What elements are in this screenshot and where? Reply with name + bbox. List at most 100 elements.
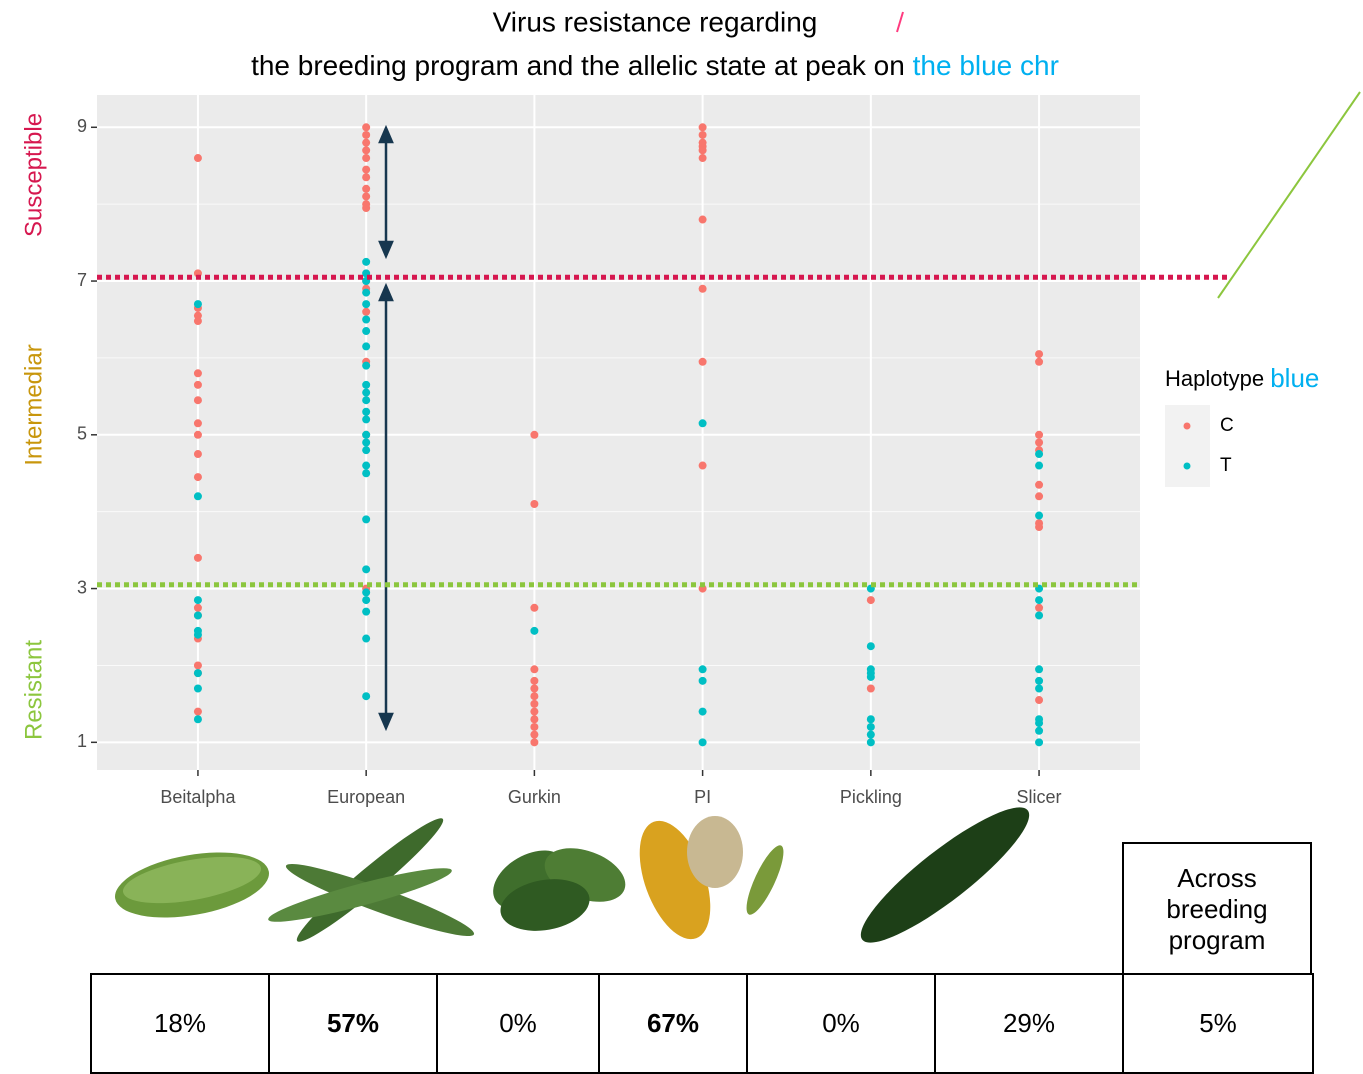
point bbox=[530, 499, 539, 508]
point bbox=[1035, 523, 1044, 532]
legend-key bbox=[1183, 462, 1191, 470]
panel bbox=[97, 95, 1140, 770]
point bbox=[193, 317, 202, 326]
point bbox=[193, 684, 202, 693]
point bbox=[530, 730, 539, 739]
point bbox=[698, 123, 707, 132]
point bbox=[193, 396, 202, 405]
y-zone-label: Resistant bbox=[20, 640, 47, 740]
point bbox=[698, 665, 707, 674]
point bbox=[1035, 676, 1044, 685]
x-tick-label: Pickling bbox=[840, 787, 902, 807]
point bbox=[1035, 430, 1044, 439]
y-tick-label: 7 bbox=[77, 270, 87, 290]
point bbox=[362, 415, 371, 424]
point bbox=[698, 419, 707, 428]
point bbox=[1035, 511, 1044, 520]
point bbox=[362, 138, 371, 147]
legend-title-text: Haplotype bbox=[1165, 366, 1264, 391]
point bbox=[362, 257, 371, 266]
cucumber-image bbox=[268, 868, 452, 922]
point bbox=[362, 146, 371, 155]
point bbox=[362, 380, 371, 389]
cucumber-image bbox=[500, 879, 590, 931]
y-tick-label: 9 bbox=[77, 116, 87, 136]
point bbox=[866, 722, 875, 731]
point bbox=[193, 596, 202, 605]
point bbox=[193, 380, 202, 389]
cucumbers bbox=[115, 807, 1030, 943]
subtitle-text: the breeding program and the allelic sta… bbox=[251, 50, 905, 81]
point bbox=[193, 669, 202, 678]
point bbox=[530, 692, 539, 701]
decor-line bbox=[1217, 91, 1361, 299]
point bbox=[530, 699, 539, 708]
point bbox=[698, 154, 707, 163]
point bbox=[193, 300, 202, 309]
point bbox=[1035, 726, 1044, 735]
table-cell: 5% bbox=[1122, 973, 1314, 1074]
point bbox=[1035, 665, 1044, 674]
point bbox=[193, 611, 202, 620]
point bbox=[193, 369, 202, 378]
point bbox=[1035, 696, 1044, 705]
point bbox=[193, 715, 202, 724]
point bbox=[866, 738, 875, 747]
point bbox=[362, 342, 371, 351]
point bbox=[362, 204, 371, 213]
point bbox=[362, 130, 371, 139]
point bbox=[530, 665, 539, 674]
chart-title: Virus resistance regarding bbox=[493, 6, 818, 37]
cucumber-image bbox=[746, 845, 784, 915]
point bbox=[193, 450, 202, 459]
legend-key bbox=[1183, 422, 1191, 430]
point bbox=[1035, 596, 1044, 605]
point bbox=[1035, 350, 1044, 359]
point bbox=[698, 357, 707, 366]
x-tick-label: PI bbox=[694, 787, 711, 807]
point bbox=[530, 676, 539, 685]
point bbox=[362, 588, 371, 597]
point bbox=[1035, 357, 1044, 366]
subtitle-highlight: the blue chr bbox=[913, 50, 1059, 81]
point bbox=[530, 715, 539, 724]
point bbox=[362, 165, 371, 174]
point bbox=[866, 715, 875, 724]
point bbox=[362, 692, 371, 701]
point bbox=[1035, 719, 1044, 728]
point bbox=[362, 184, 371, 193]
point bbox=[362, 300, 371, 309]
table-cell: 18% bbox=[90, 973, 270, 1074]
point bbox=[1035, 461, 1044, 470]
legend-title-highlight: blue bbox=[1270, 363, 1319, 393]
x-tick-label: European bbox=[327, 787, 405, 807]
point bbox=[193, 661, 202, 670]
point bbox=[193, 603, 202, 612]
table-cell: 67% bbox=[598, 973, 748, 1074]
point bbox=[193, 630, 202, 639]
point bbox=[1035, 492, 1044, 501]
point bbox=[362, 123, 371, 132]
point bbox=[362, 446, 371, 455]
chart-subtitle: the breeding program and the allelic sta… bbox=[251, 50, 1059, 81]
point bbox=[530, 738, 539, 747]
point bbox=[193, 553, 202, 562]
point bbox=[1035, 480, 1044, 489]
point bbox=[362, 515, 371, 524]
x-tick-label: Beitalpha bbox=[160, 787, 236, 807]
point bbox=[362, 327, 371, 336]
x-tick-label: Gurkin bbox=[508, 787, 561, 807]
point bbox=[698, 215, 707, 224]
point bbox=[698, 146, 707, 155]
table-cell: 0% bbox=[436, 973, 600, 1074]
point bbox=[1035, 603, 1044, 612]
table-cell: 29% bbox=[934, 973, 1124, 1074]
point bbox=[362, 565, 371, 574]
point bbox=[362, 361, 371, 370]
point bbox=[362, 634, 371, 643]
point bbox=[362, 315, 371, 324]
y-tick-label: 5 bbox=[77, 424, 87, 444]
point bbox=[698, 676, 707, 685]
x-tick-label: Slicer bbox=[1017, 787, 1062, 807]
